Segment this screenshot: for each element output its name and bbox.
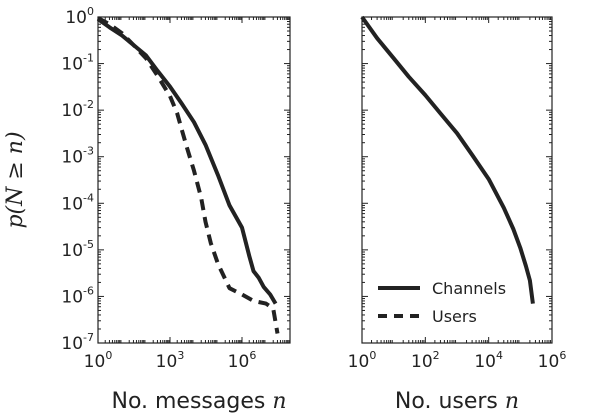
y-tick-label: 10-6 (61, 284, 94, 307)
users-x-tick-label: 100 (348, 349, 377, 372)
y-tick-label: 10-1 (61, 52, 94, 75)
y-tick-label: 10-2 (61, 98, 94, 121)
users-panel: 100 102 104 106 Channels Users No. users n (348, 15, 567, 414)
y-axis-label: p(N ≥ n) (3, 131, 28, 228)
legend-channels-label: Channels (432, 279, 506, 298)
messages-channels-line (96, 17, 278, 305)
users-x-tick-label: 102 (411, 349, 440, 372)
messages-x-tick-label: 106 (228, 349, 257, 372)
users-plot-frame (361, 16, 553, 344)
y-tick-label: 100 (65, 5, 94, 28)
y-tick-label: 10-4 (61, 191, 94, 214)
y-tick-label: 10-7 (61, 331, 94, 354)
y-tick-label: 10-3 (61, 145, 94, 168)
y-tick-label: 10-5 (61, 238, 94, 261)
messages-users-line (97, 16, 280, 334)
messages-x-tick-label: 100 (84, 349, 113, 372)
legend-users-label: Users (432, 307, 477, 326)
messages-plot-frame (97, 16, 291, 344)
legend: Channels Users (378, 279, 506, 326)
users-channels-line (360, 15, 535, 304)
users-x-axis-label: No. users n (395, 389, 519, 414)
messages-panel: 100 103 106 100 10-1 10-2 10-3 10-4 10-5 10-6 10-7… (3, 5, 291, 414)
messages-x-axis-label: No. messages n (111, 389, 286, 414)
messages-x-tick-label: 103 (156, 349, 185, 372)
users-x-tick-label: 106 (538, 349, 567, 372)
users-x-tick-label: 104 (474, 349, 503, 372)
